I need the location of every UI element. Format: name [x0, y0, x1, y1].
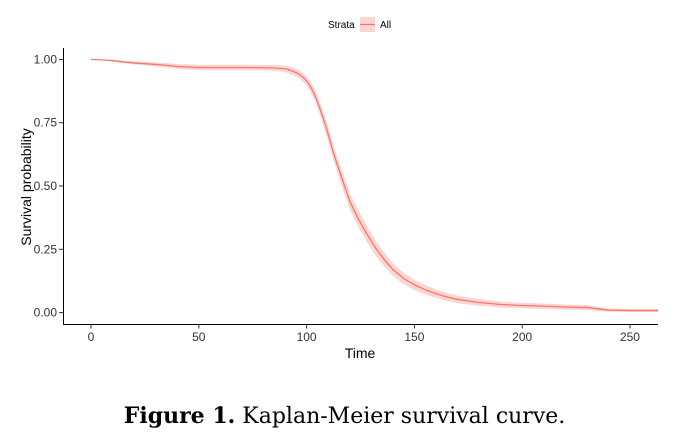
y-tick-label: 0.25: [34, 242, 58, 256]
x-tick-label: 50: [192, 330, 206, 344]
x-tick-label: 250: [620, 330, 640, 344]
y-tick-label: 0.00: [34, 306, 58, 320]
x-tick-label: 150: [404, 330, 424, 344]
figure-caption-text: Kaplan-Meier survival curve.: [242, 404, 566, 429]
legend-title: Strata: [328, 20, 355, 31]
y-tick-label: 1.00: [34, 52, 58, 66]
x-axis-title: Time: [345, 345, 376, 361]
figure-caption: Figure 1. Kaplan-Meier survival curve.: [0, 403, 689, 429]
plot-content: [90, 58, 658, 313]
y-tick-label: 0.75: [34, 116, 58, 130]
x-tick-label: 200: [512, 330, 532, 344]
x-tick-label: 100: [297, 330, 317, 344]
y-ticks: 0.00 0.25 0.50 0.75 1.00: [34, 52, 64, 320]
confidence-band-1: [91, 59, 658, 313]
x-tick-label: 0: [88, 330, 95, 344]
survival-curve-1: [90, 58, 658, 312]
y-tick-label: 0.50: [34, 179, 58, 193]
y-axis-title: Survival probability: [18, 128, 34, 246]
legend: Strata All: [328, 17, 391, 32]
x-ticks: 0 50 100 150 200 250: [88, 324, 640, 344]
figure-caption-label: Figure 1.: [123, 403, 236, 429]
legend-entry-all: All: [380, 20, 391, 31]
